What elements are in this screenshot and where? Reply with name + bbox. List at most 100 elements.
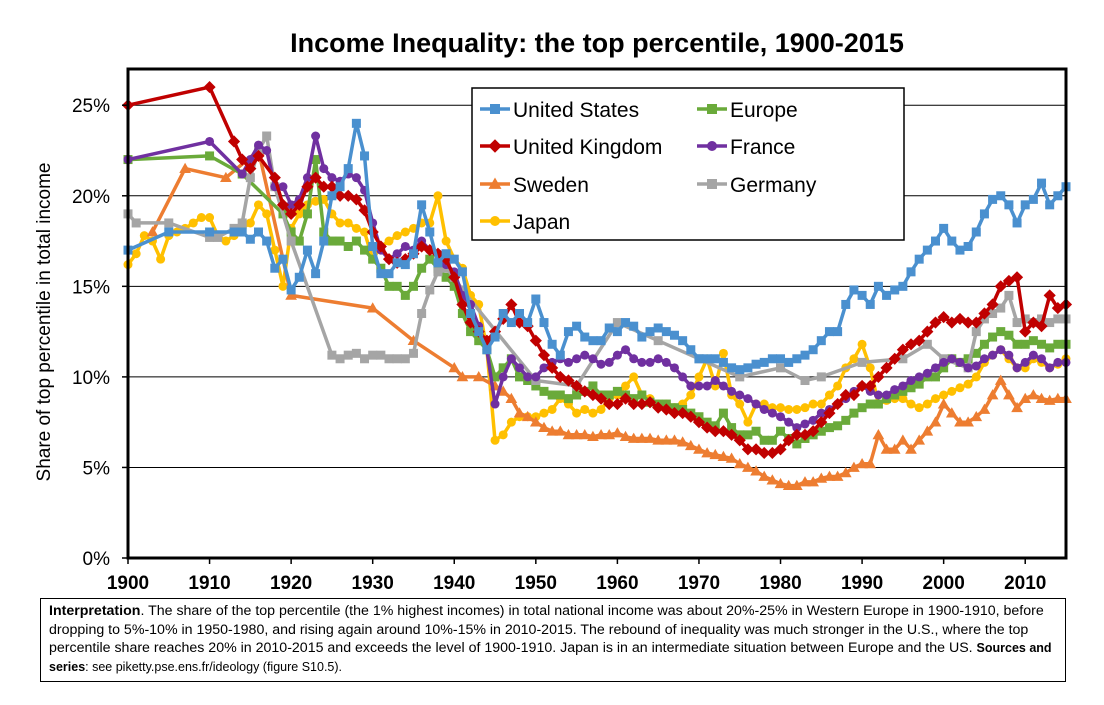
data-point [929, 416, 942, 427]
data-point [1053, 314, 1063, 324]
data-point [351, 118, 361, 128]
data-point [270, 263, 280, 273]
data-point [392, 354, 402, 364]
data-point [922, 339, 932, 349]
data-point [913, 334, 926, 347]
data-point [816, 426, 826, 436]
data-point [776, 426, 786, 436]
x-tick-label: 1990 [841, 573, 883, 594]
data-point [945, 407, 958, 418]
data-point [278, 254, 288, 264]
data-point [488, 177, 502, 189]
data-point [782, 479, 795, 490]
data-point [1019, 325, 1032, 338]
data-point [350, 193, 363, 206]
data-point [1004, 330, 1014, 340]
data-point [570, 428, 583, 440]
data-point [996, 303, 1006, 313]
data-point [996, 327, 1006, 337]
data-point [652, 401, 665, 414]
data-point [808, 399, 818, 409]
data-point [645, 327, 655, 337]
data-point [914, 379, 924, 389]
data-point [433, 191, 443, 201]
data-point [792, 354, 802, 364]
data-point [1004, 290, 1014, 300]
data-point [643, 396, 657, 409]
data-point [930, 363, 940, 373]
data-point [531, 381, 541, 391]
data-point [693, 443, 705, 454]
data-point [767, 354, 777, 364]
data-point [800, 403, 810, 413]
data-point [572, 321, 582, 331]
data-point [506, 354, 516, 364]
data-point [539, 408, 549, 418]
data-point [621, 318, 631, 328]
data-point [873, 399, 883, 409]
data-point [1053, 339, 1063, 349]
data-point [792, 439, 802, 449]
data-point [1012, 339, 1022, 349]
data-point [784, 417, 794, 427]
data-point [776, 363, 786, 373]
note-body: . The share of the top percentile (the 1… [49, 603, 1044, 656]
data-point [1053, 357, 1063, 367]
data-point [947, 236, 957, 246]
data-point [156, 254, 166, 264]
data-point [831, 397, 844, 411]
y-tick-label: 25% [72, 96, 110, 117]
data-point [529, 416, 542, 427]
data-point [237, 227, 247, 237]
data-point [343, 350, 353, 360]
data-point [913, 434, 926, 445]
data-point [433, 258, 443, 268]
data-point [896, 343, 909, 356]
x-tick-label: 1910 [188, 573, 230, 594]
data-point [286, 236, 296, 246]
data-point [929, 316, 942, 329]
data-point [939, 357, 949, 367]
data-point [694, 372, 704, 382]
data-point [905, 443, 917, 454]
data-point [285, 289, 297, 300]
data-point [506, 318, 516, 328]
data-point [857, 357, 867, 367]
data-point [963, 379, 973, 389]
data-point [604, 390, 614, 400]
data-point [882, 390, 892, 400]
data-point [816, 372, 826, 382]
x-tick-label: 2000 [923, 573, 965, 594]
data-point [684, 410, 697, 423]
data-point [922, 368, 932, 378]
data-point [996, 191, 1006, 201]
data-point [921, 325, 934, 338]
data-point [547, 390, 557, 400]
data-point [947, 386, 957, 396]
data-point [358, 204, 371, 217]
data-point [276, 198, 290, 211]
data-point [498, 309, 508, 318]
data-point [727, 363, 737, 373]
data-point [578, 385, 591, 398]
data-point [490, 216, 500, 226]
legend-item: Europe [697, 99, 798, 122]
data-point [636, 432, 648, 443]
data-point [637, 332, 647, 342]
data-point [767, 435, 777, 445]
data-point [490, 332, 500, 342]
y-tick-label: 15% [72, 277, 110, 298]
data-point [563, 394, 573, 404]
data-point [227, 135, 241, 148]
y-axis-label: Share of top percentile in total income [34, 163, 55, 482]
data-point [890, 385, 900, 395]
data-point [562, 374, 575, 387]
data-point [245, 155, 255, 165]
data-point [425, 254, 435, 264]
data-point [343, 241, 353, 251]
data-point [506, 417, 516, 427]
legend-item: France [697, 136, 795, 159]
data-point [466, 309, 476, 318]
data-point [604, 323, 614, 333]
data-point [327, 236, 337, 246]
